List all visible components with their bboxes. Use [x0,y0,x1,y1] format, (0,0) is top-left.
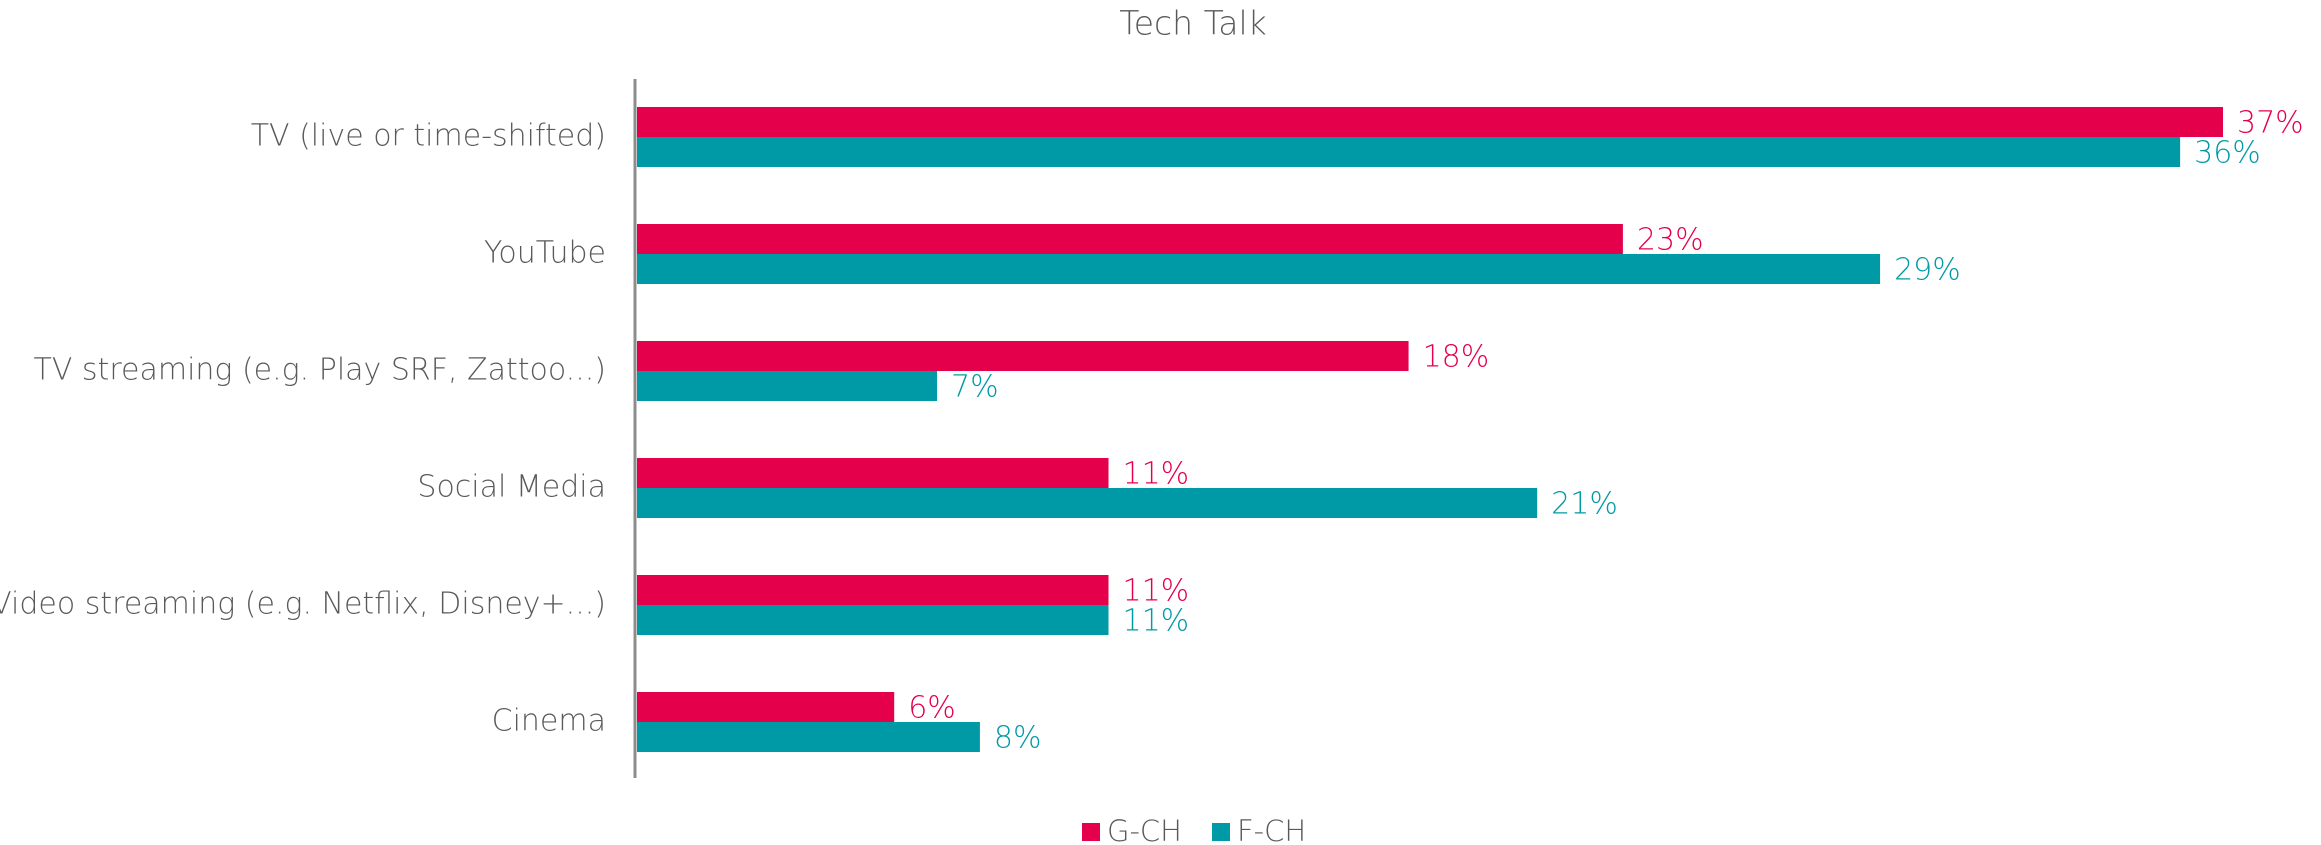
value-label: 11% [1123,457,1190,492]
value-label: 11% [1123,604,1190,639]
category-label: Cinema [492,704,606,739]
value-label: 6% [908,691,956,726]
bar [637,107,2223,137]
value-label: 8% [994,721,1042,756]
legend-swatch [1082,823,1100,841]
category-label: TV (live or time-shifted) [251,119,606,154]
value-label: 21% [1551,487,1618,522]
category-label: YouTube [484,236,606,271]
category-label: TV streaming (e.g. Play SRF, Zattoo...) [34,353,606,388]
value-label: 18% [1423,340,1490,375]
category-label: Social Media [417,470,606,505]
bar [637,575,1109,605]
bar [637,224,1623,254]
bar [637,341,1409,371]
bar [637,722,980,752]
value-label: 29% [1894,253,1961,288]
category-label: Video streaming (e.g. Netflix, Disney+..… [0,587,606,622]
bar [637,371,938,401]
bar [637,692,895,722]
bar [637,137,2181,167]
bar [637,605,1109,635]
value-label: 11% [1123,574,1190,609]
value-label: 7% [951,370,999,405]
value-label: 36% [2194,136,2261,171]
bar [637,254,1881,284]
chart-title: Tech Talk [1119,4,1267,43]
legend-label: G-CH [1107,814,1182,845]
value-label: 37% [2237,106,2304,141]
legend-label: F-CH [1237,814,1306,845]
legend-swatch [1212,823,1230,841]
bar [637,488,1538,518]
bar [637,458,1109,488]
value-label: 23% [1637,223,1704,258]
